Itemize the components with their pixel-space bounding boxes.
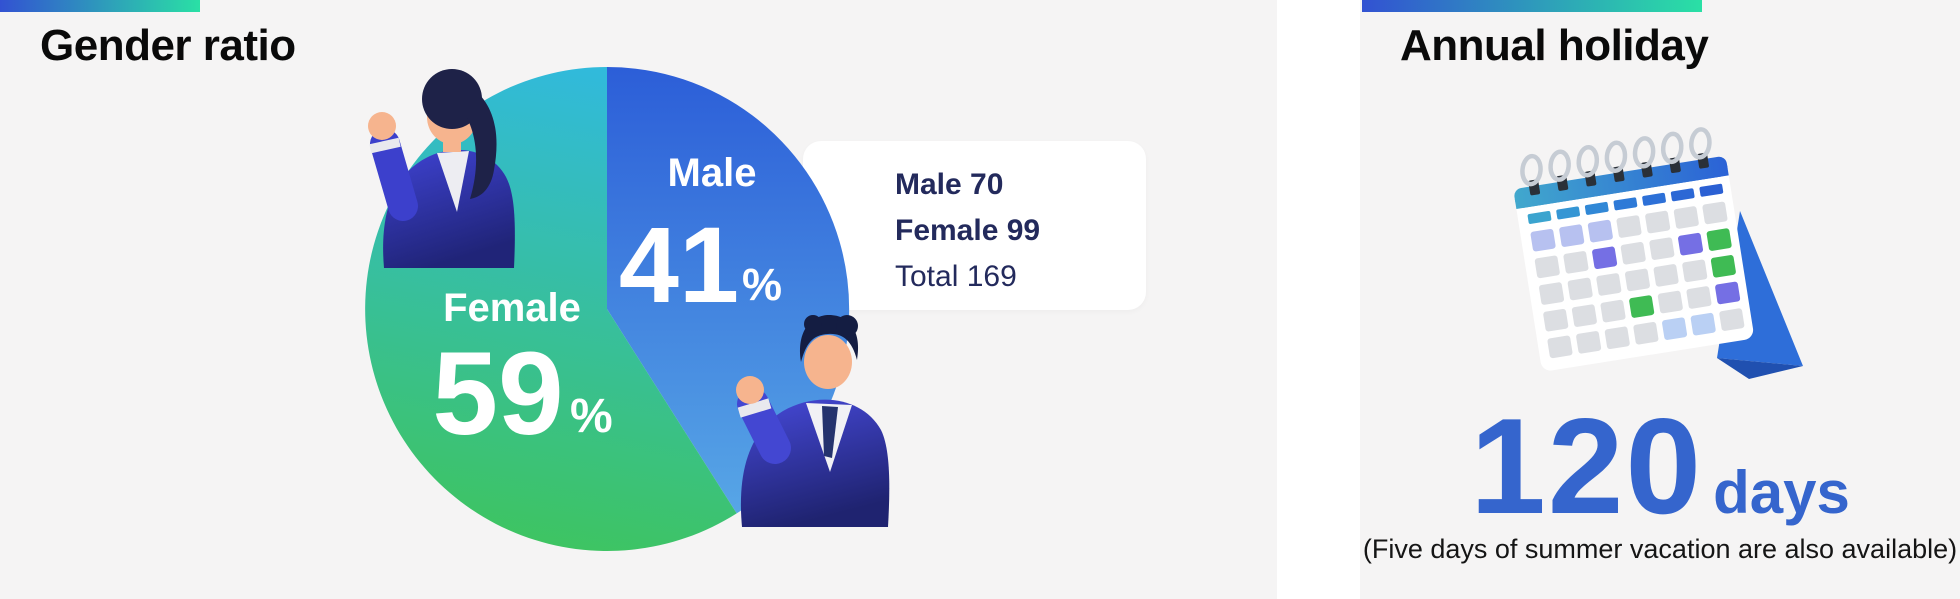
holiday-days-value: 120 days — [1360, 398, 1960, 534]
male-slice-label: Male — [668, 151, 757, 195]
female-count: Female 99 — [895, 214, 1041, 247]
female-percent-sign: % — [570, 390, 613, 443]
calendar-day-grid — [1530, 201, 1745, 359]
pie-slice-male — [607, 66, 850, 514]
total-count: Total 169 — [895, 260, 1017, 293]
calendar-weekday-row — [1527, 183, 1724, 224]
calendar-icon — [1514, 127, 1803, 379]
gender-pie-chart: Male 41 % Female 59 % — [365, 66, 890, 551]
annual-holiday-panel: Annual holiday 120 days (Five days of su… — [1360, 0, 1960, 599]
male-percent-sign: % — [742, 259, 782, 310]
accent-gradient-bar — [0, 0, 200, 12]
businesswoman-illustration — [368, 69, 515, 268]
businessman-illustration — [736, 315, 890, 527]
gender-stats-card: Male 70 Female 99 Total 169 — [803, 141, 1146, 310]
male-slice-value: 41 — [619, 204, 739, 325]
gender-ratio-panel: Gender ratio Male 70 Female 99 Total 169 — [0, 0, 1277, 599]
female-slice-label: Female — [443, 286, 581, 330]
male-count: Male 70 — [895, 168, 1004, 201]
calendar-stand-base — [1717, 358, 1803, 379]
accent-gradient-bar — [1362, 0, 1702, 12]
calendar-spiral-rings — [1520, 127, 1712, 187]
days-unit: days — [1713, 459, 1850, 526]
summer-vacation-note: (Five days of summer vacation are also a… — [1362, 534, 1958, 564]
gender-panel-title: Gender ratio — [40, 21, 296, 70]
holiday-panel-title: Annual holiday — [1400, 21, 1709, 70]
female-slice-value: 59 — [432, 328, 563, 460]
days-number: 120 — [1470, 390, 1704, 542]
